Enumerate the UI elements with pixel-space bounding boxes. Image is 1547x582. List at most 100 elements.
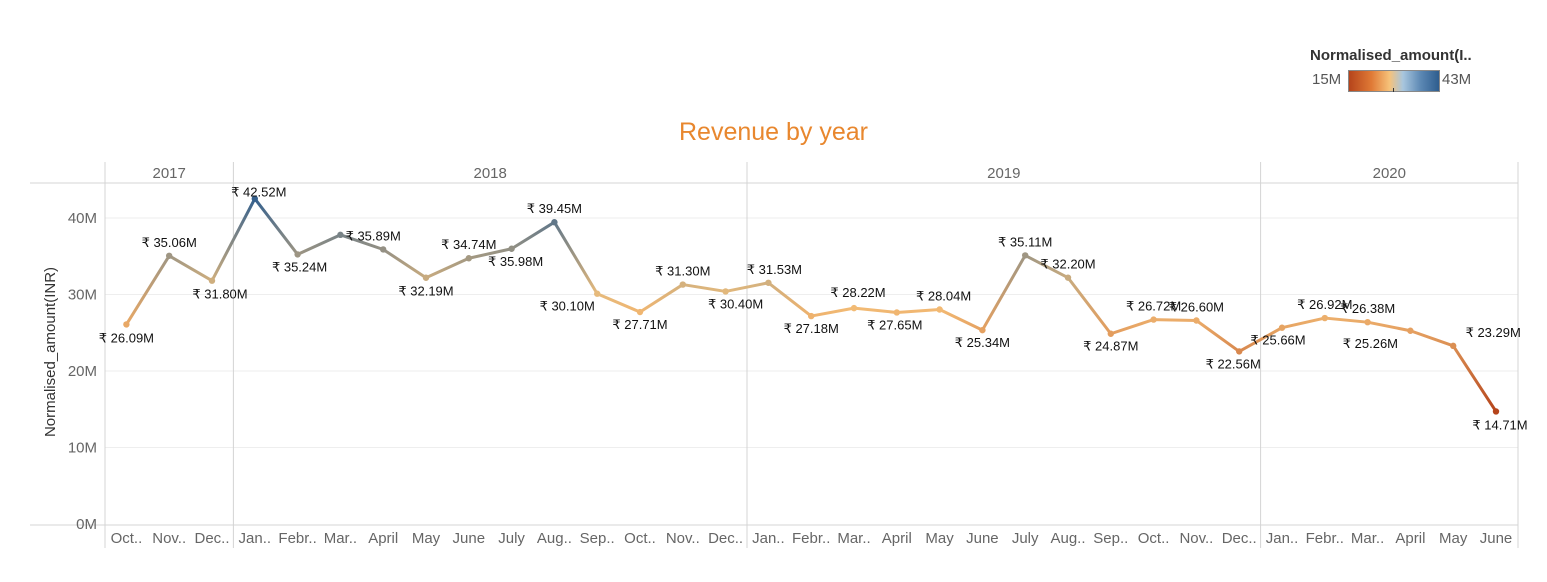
legend-min-label: 15M [1312,71,1342,88]
data-point[interactable] [1021,252,1029,259]
data-point[interactable] [1107,330,1115,337]
series-line-segment [510,220,556,251]
data-label: ₹ 26.92M [1297,297,1352,312]
data-point[interactable] [1150,316,1157,323]
data-point[interactable] [1278,324,1286,331]
series-line-segment [167,254,214,283]
y-tick-label: 40M [68,210,97,227]
point-layer [123,195,1500,415]
data-point[interactable] [1321,314,1329,322]
series-line-segment [1451,344,1498,413]
series-line-segment [638,283,685,314]
data-label: ₹ 34.74M [441,237,496,252]
line-layer [124,197,1498,413]
series-line-segment [424,256,471,280]
y-tick-label: 10M [68,440,97,457]
data-point[interactable] [936,306,943,313]
label-layer: ₹ 26.09M ₹ 35.06M ₹ 31.80M ₹ 42.52M ₹ 35.24M… [99,185,1528,433]
year-header: 2019 [987,165,1020,182]
data-point[interactable] [1407,327,1414,334]
x-tick-label: April [882,530,912,547]
year-header: 2020 [1373,165,1406,182]
data-point[interactable] [1364,318,1371,326]
y-axis-title: Normalised_amount(INR) [42,267,59,437]
series-line-segment [210,197,257,283]
data-label: ₹ 26.38M [1340,301,1395,316]
data-point[interactable] [1236,348,1243,355]
data-label: ₹ 39.45M [527,201,582,216]
x-tick-label: May [925,530,954,547]
series-line-segment [852,306,899,314]
data-point[interactable] [251,195,258,202]
data-label: ₹ 32.19M [398,284,453,299]
data-point[interactable] [594,290,601,297]
x-tick-label: Nov.. [152,530,186,547]
data-label: ₹ 35.11M [998,234,1052,249]
data-point[interactable] [123,321,130,328]
data-point[interactable] [979,326,986,334]
data-point[interactable] [636,308,644,316]
data-label: ₹ 26.60M [1169,300,1224,315]
data-label: ₹ 25.26M [1343,336,1398,351]
data-point[interactable] [166,252,173,259]
data-point[interactable] [808,312,815,320]
x-tick-label: July [1012,530,1039,547]
year-header: 2017 [153,165,186,182]
x-tick-label: June [453,530,486,547]
x-tick-label: Mar.. [324,530,357,547]
data-point[interactable] [1193,317,1200,324]
x-tick-label: Oct.. [624,530,656,547]
data-point[interactable] [508,245,515,252]
data-point[interactable] [850,304,858,312]
series-line-segment [338,233,385,251]
axis-layer: Normalised_amount(INR) 0M 10M 20M 30M 40M 201… [42,165,1512,547]
data-point[interactable] [679,281,686,288]
data-point[interactable] [422,274,430,281]
series-line-segment [1152,318,1198,323]
series-line-segment [1237,326,1284,353]
data-label: ₹ 27.71M [612,317,667,332]
series-line-segment [595,292,642,314]
data-point[interactable] [1064,274,1072,281]
data-label: ₹ 31.80M [192,287,247,302]
y-tick-label: 30M [68,287,97,304]
x-tick-label: July [498,530,525,547]
series-line-segment [296,233,342,256]
data-label: ₹ 30.10M [540,299,595,314]
data-point[interactable] [380,246,387,253]
data-label: ₹ 22.56M [1206,356,1261,371]
series-line-segment [724,281,770,293]
series-line-segment [1109,318,1156,336]
x-tick-label: Dec.. [194,530,229,547]
data-point[interactable] [765,279,772,286]
data-point[interactable] [1492,408,1500,415]
x-tick-label: Sep.. [580,530,615,547]
data-label: ₹ 35.98M [488,254,543,269]
series-line-segment [938,307,984,332]
data-point[interactable] [465,255,472,262]
legend-title: Normalised_amount(I.. [1310,47,1472,64]
data-label: ₹ 27.65M [867,317,922,332]
data-point[interactable] [294,251,301,258]
data-point[interactable] [551,219,558,226]
x-tick-label: Dec.. [1222,530,1257,547]
data-label: ₹ 28.04M [916,288,971,303]
data-label: ₹ 25.34M [955,335,1010,350]
data-point[interactable] [893,309,900,316]
x-tick-label: Jan.. [239,530,272,547]
data-label: ₹ 26.72M [1126,299,1181,314]
x-tick-label: May [1439,530,1468,547]
data-label: ₹ 28.22M [830,285,885,300]
data-label: ₹ 31.53M [747,262,802,277]
series-line-segment [1066,276,1113,336]
data-point[interactable] [722,288,729,295]
data-point[interactable] [337,231,344,239]
series-line-segment [1023,253,1070,280]
data-point[interactable] [1450,342,1457,350]
x-tick-label: Jan.. [1266,530,1299,547]
data-point[interactable] [208,277,216,284]
data-label: ₹ 30.40M [708,296,763,311]
series-line-segment [681,283,728,293]
data-label: ₹ 32.20M [1040,257,1095,272]
series-line-segment [809,306,856,318]
